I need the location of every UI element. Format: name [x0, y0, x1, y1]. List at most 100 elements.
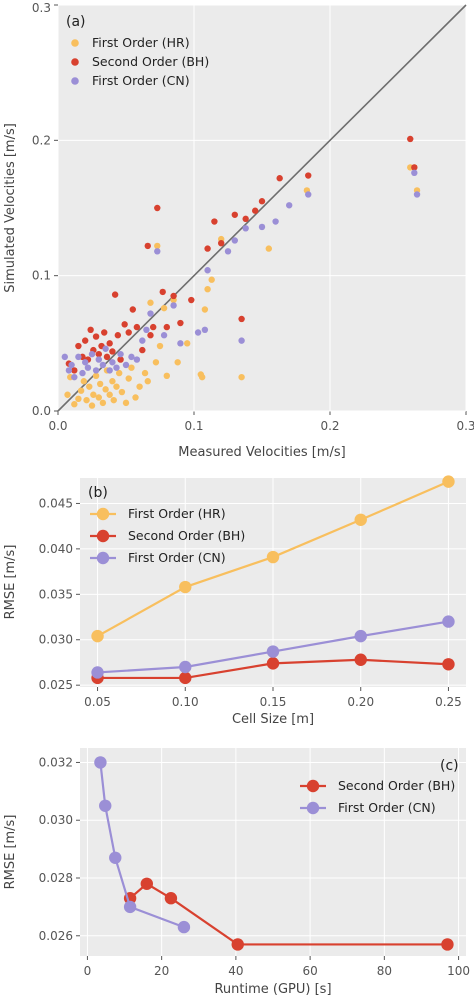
point-second-order-bh [150, 323, 157, 331]
point-first-order-hr [75, 395, 82, 403]
point-first-order-cn [143, 326, 150, 333]
point-second-order-bh [411, 164, 418, 171]
y-tick-label-a: 0.2 [32, 133, 51, 147]
y-tick-label-b: 0.040 [39, 542, 73, 556]
point-first-order-cn [102, 345, 109, 352]
point-second-order-bh [121, 321, 128, 328]
point-second-order-bh [103, 353, 111, 361]
y-tick-label-a: 0.0 [32, 404, 51, 418]
point-second-order-bh [92, 333, 100, 340]
x-axis-label-c: Runtime (GPU) [s] [214, 982, 331, 997]
x-tick-label-c: 0 [84, 964, 92, 978]
point-first-order-cn [238, 337, 245, 344]
x-tick-label-a: 0.1 [184, 419, 203, 433]
point-first-order-hr [86, 383, 93, 390]
point-first-order-hr [204, 286, 211, 293]
point-first-order-cn [75, 353, 82, 361]
x-tick-label-c: 60 [302, 964, 317, 978]
legend-label-second-order-bh: Second Order (BH) [128, 528, 245, 543]
legend-marker-second-order-bh [96, 529, 110, 543]
point-second-order-bh [305, 172, 312, 179]
point-first-order-hr [96, 380, 104, 388]
point-first-order-cn [147, 310, 154, 317]
point-first-order-hr [125, 375, 132, 382]
point-first-order-cn [123, 900, 137, 914]
point-first-order-cn [154, 248, 161, 255]
y-tick-label-a: 0.3 [32, 1, 51, 15]
point-first-order-hr [266, 550, 280, 564]
legend-marker-first-order-cn [306, 801, 320, 815]
legend-marker-first-order-cn [96, 551, 110, 565]
x-tick-label-b: 0.05 [84, 695, 111, 709]
point-first-order-hr [201, 306, 209, 313]
panel-label-c: (c) [440, 758, 459, 774]
point-first-order-cn [160, 332, 168, 339]
point-second-order-bh [106, 340, 113, 347]
point-first-order-hr [208, 276, 215, 283]
point-first-order-hr [64, 391, 71, 398]
panel-c-line: 0 20 40 60 80 100 0.026 0.028 0.030 0.032 (c) Se… [3, 748, 470, 997]
point-first-order-cn [177, 340, 184, 347]
point-second-order-bh [95, 350, 103, 358]
x-tick-label-b: 0.10 [172, 695, 199, 709]
y-tick-label-c: 0.028 [39, 871, 73, 885]
point-second-order-bh [154, 204, 161, 212]
point-first-order-cn [413, 191, 421, 198]
legend-marker-second-order-bh [306, 779, 320, 793]
point-second-order-bh [204, 245, 211, 252]
point-first-order-hr [128, 364, 135, 371]
point-second-order-bh [129, 306, 136, 313]
point-first-order-cn [411, 169, 418, 177]
point-first-order-hr [198, 373, 206, 381]
point-first-order-cn [177, 920, 191, 934]
point-second-order-bh [82, 337, 89, 344]
x-tick-label-c: 100 [447, 964, 470, 978]
y-tick-label-c: 0.026 [39, 929, 73, 943]
legend-marker-first-order-cn [71, 77, 79, 85]
point-first-order-cn [71, 373, 78, 381]
point-second-order-bh [101, 329, 108, 336]
plot-background-c [80, 748, 466, 956]
point-second-order-bh [163, 323, 170, 331]
point-first-order-cn [266, 645, 280, 658]
point-second-order-bh [231, 938, 244, 951]
point-first-order-hr [113, 383, 120, 390]
y-axis-label-b: RMSE [m/s] [3, 545, 18, 620]
point-first-order-hr [83, 396, 90, 404]
point-first-order-hr [92, 372, 100, 380]
point-first-order-cn [194, 329, 202, 336]
y-tick-label-b: 0.045 [39, 496, 73, 510]
point-second-order-bh [242, 215, 249, 223]
point-first-order-hr [109, 378, 116, 385]
panel-label-b: (b) [88, 485, 108, 501]
point-first-order-hr [141, 369, 149, 377]
x-axis-label-b: Cell Size [m] [232, 712, 314, 727]
point-first-order-cn [65, 367, 73, 374]
y-axis-label-a: Simulated Velocities [m/s] [3, 123, 18, 293]
panel-label-a: (a) [66, 14, 86, 30]
point-first-order-cn [109, 851, 122, 864]
x-tick-label-c: 40 [228, 964, 243, 978]
point-second-order-bh [133, 323, 141, 331]
y-axis-label-c: RMSE [m/s] [3, 815, 18, 890]
point-first-order-hr [442, 475, 455, 488]
x-axis-label-a: Measured Velocities [m/s] [178, 445, 345, 460]
point-second-order-bh [218, 239, 225, 247]
y-tick-label-b: 0.025 [39, 678, 73, 692]
point-first-order-cn [258, 223, 266, 231]
x-tick-label-b: 0.20 [347, 695, 374, 709]
point-second-order-bh [354, 653, 367, 666]
point-first-order-cn [201, 326, 209, 333]
legend-label-first-order-hr: First Order (HR) [92, 35, 190, 50]
point-first-order-cn [122, 361, 130, 369]
point-first-order-cn [128, 353, 135, 361]
point-first-order-hr [238, 373, 245, 381]
point-second-order-bh [144, 242, 151, 250]
point-first-order-cn [99, 799, 112, 812]
point-first-order-hr [154, 242, 161, 250]
point-second-order-bh [140, 877, 154, 890]
point-second-order-bh [170, 292, 177, 300]
point-first-order-hr [354, 513, 367, 526]
point-first-order-hr [122, 399, 130, 407]
point-second-order-bh [231, 211, 238, 218]
